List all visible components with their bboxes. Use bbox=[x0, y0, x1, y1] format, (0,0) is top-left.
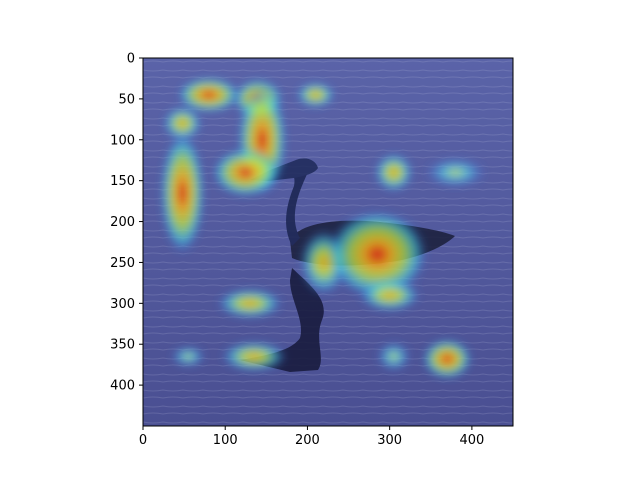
ripple-line bbox=[143, 332, 513, 335]
heat-spot bbox=[160, 132, 205, 254]
ripple-line bbox=[143, 69, 513, 72]
ripple-line bbox=[143, 341, 513, 344]
heat-spot bbox=[373, 152, 414, 193]
ripple-line bbox=[143, 412, 513, 415]
heat-spot bbox=[216, 287, 284, 319]
heat-spot bbox=[327, 210, 428, 299]
x-tick-label: 200 bbox=[295, 433, 320, 448]
y-tick-label: 200 bbox=[110, 215, 135, 230]
y-tick-label: 150 bbox=[110, 174, 135, 189]
ripple-line bbox=[143, 316, 513, 319]
bird-reflection bbox=[240, 268, 324, 372]
ripple-line bbox=[143, 117, 513, 120]
bird-neck bbox=[286, 159, 310, 246]
ripple-line bbox=[143, 133, 513, 136]
ripple-line bbox=[143, 149, 513, 152]
ripple-line bbox=[143, 325, 513, 328]
heat-spot bbox=[177, 77, 240, 113]
y-tick-label: 300 bbox=[110, 297, 135, 312]
heat-spot bbox=[220, 341, 288, 372]
heat-spot bbox=[422, 339, 472, 379]
ripple-line bbox=[143, 389, 513, 392]
axes-frame bbox=[142, 57, 514, 427]
heat-spot bbox=[424, 157, 487, 188]
ripple-line bbox=[143, 421, 513, 424]
heat-spot bbox=[358, 278, 421, 312]
ripple-line bbox=[143, 380, 513, 383]
y-tick-label: 50 bbox=[118, 92, 135, 107]
ripple-line bbox=[143, 220, 513, 223]
heatmap-overlay bbox=[160, 77, 487, 379]
y-tick-label: 350 bbox=[110, 338, 135, 353]
heat-spot bbox=[170, 345, 206, 368]
ripple-line bbox=[143, 124, 513, 127]
y-tick-label: 400 bbox=[110, 379, 135, 394]
y-tick-label: 100 bbox=[110, 133, 135, 148]
heat-spot bbox=[295, 81, 336, 109]
heat-spot bbox=[162, 105, 203, 142]
x-tick-label: 100 bbox=[213, 433, 238, 448]
plot-area bbox=[143, 58, 513, 426]
ripple-line bbox=[143, 197, 513, 200]
ripple-line bbox=[143, 188, 513, 191]
x-tick-label: 400 bbox=[459, 433, 484, 448]
ripple-line bbox=[143, 140, 513, 143]
heat-spot bbox=[376, 341, 412, 372]
x-axis: 0 100 200 300 400 bbox=[139, 426, 484, 448]
ripple-line bbox=[143, 309, 513, 312]
ripple-line bbox=[143, 60, 513, 63]
x-tick-label: 0 bbox=[139, 433, 147, 448]
ripple-line bbox=[143, 293, 513, 296]
y-tick-label: 0 bbox=[127, 52, 135, 67]
ripple-line bbox=[143, 405, 513, 408]
x-tick-label: 300 bbox=[377, 433, 402, 448]
y-axis: 0 50 100 150 200 250 300 350 400 bbox=[110, 52, 143, 394]
ripple-line bbox=[143, 396, 513, 399]
y-tick-label: 250 bbox=[110, 256, 135, 271]
ripple-line bbox=[143, 300, 513, 303]
ripple-line bbox=[143, 204, 513, 207]
ripple-line bbox=[143, 213, 513, 216]
heat-spot bbox=[212, 148, 280, 197]
